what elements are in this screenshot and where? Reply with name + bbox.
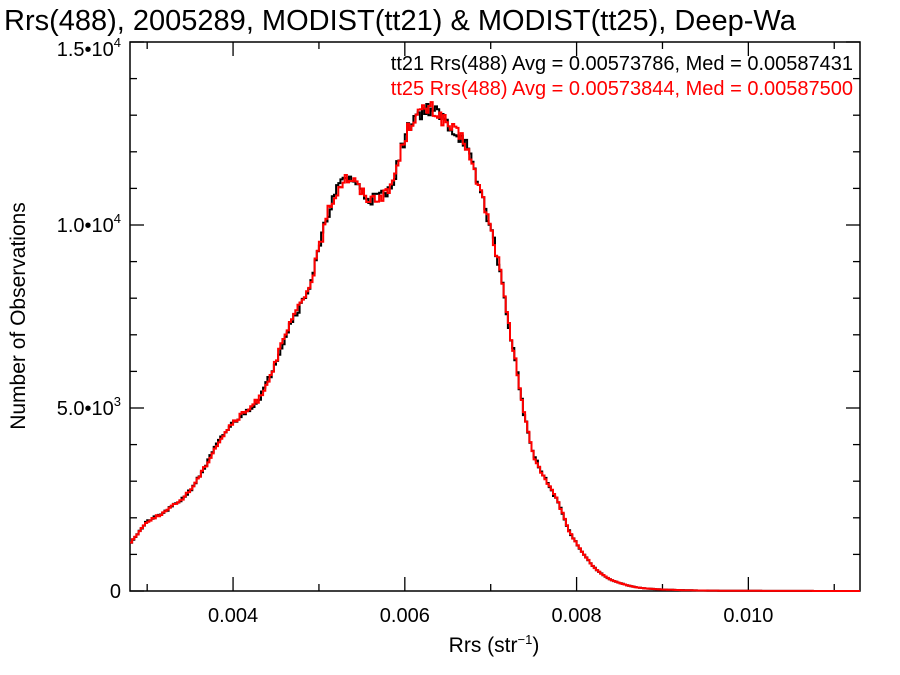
annotation-tt25-stats: tt25 Rrs(488) Avg = 0.00573844, Med = 0.… <box>391 78 853 100</box>
x-axis-label-base: Rrs (str <box>449 634 518 657</box>
y-axis-ticks <box>130 41 860 592</box>
x-axis-label-exponent: −1 <box>518 632 533 647</box>
y-axis-label: Number of Observations <box>7 202 30 430</box>
x-tick-label: 0.004 <box>208 605 258 627</box>
y-tick-label: 5.0•103 <box>57 394 121 420</box>
x-tick-label: 0.010 <box>723 605 773 627</box>
y-tick-label: 1.5•104 <box>57 35 121 61</box>
x-axis-label-close: ) <box>532 634 539 657</box>
x-axis-tick-labels: 0.004 0.006 0.008 0.010 <box>208 605 773 627</box>
histogram-series <box>130 101 860 592</box>
x-axis-label: Rrs (str−1) <box>449 632 540 657</box>
x-axis-ticks <box>146 42 835 591</box>
y-axis-tick-labels: 0 5.0•103 1.0•104 1.5•104 <box>57 35 121 603</box>
x-tick-label: 0.006 <box>380 605 430 627</box>
y-tick-label: 0 <box>110 581 121 603</box>
plot-frame <box>129 41 861 592</box>
series-line-tt25 <box>130 101 860 592</box>
series-line-tt21 <box>130 103 860 592</box>
y-tick-label: 1.0•104 <box>57 211 121 237</box>
annotation-tt21-stats: tt21 Rrs(488) Avg = 0.00573786, Med = 0.… <box>391 53 853 75</box>
x-tick-label: 0.008 <box>552 605 602 627</box>
chart-title: Rrs(488), 2005289, MODIST(tt21) & MODIST… <box>4 5 797 37</box>
